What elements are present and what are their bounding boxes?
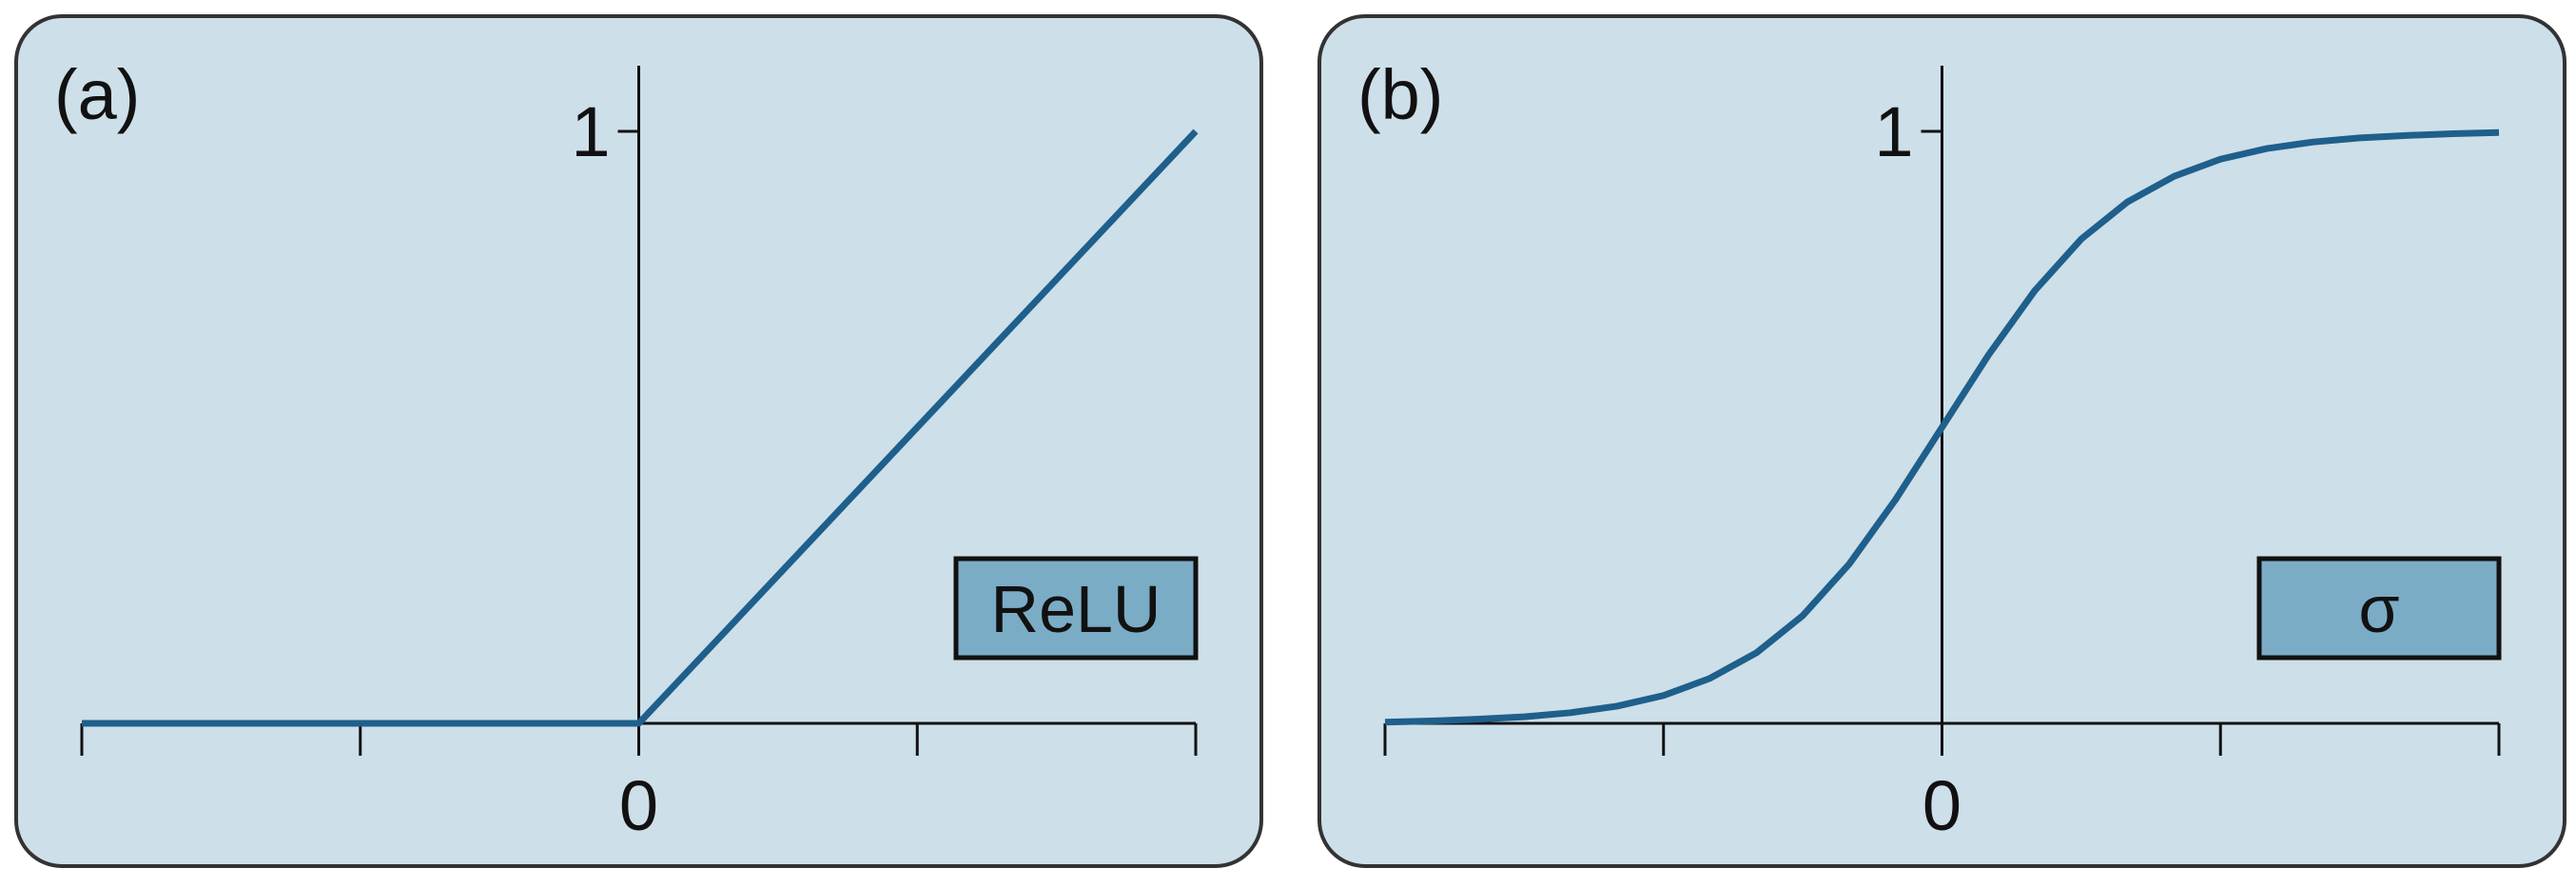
- legend-box: [2256, 556, 2502, 661]
- panel: (b) 0 1 σ: [1317, 14, 2566, 868]
- panel-title: (a): [54, 55, 140, 134]
- y-tick-label: 1: [1874, 92, 1913, 171]
- x-tick-label: 0: [619, 766, 658, 845]
- legend-label: ReLU: [991, 572, 1161, 646]
- y-tick-label: 1: [571, 92, 610, 171]
- legend-box: [953, 556, 1199, 661]
- x-tick-label: 0: [1922, 766, 1961, 845]
- panel-title: (b): [1357, 55, 1443, 134]
- panel: (a) 0 1 ReLU: [14, 14, 1263, 868]
- data-line: [82, 128, 1199, 727]
- legend-label: σ: [2358, 572, 2399, 646]
- data-line: [1384, 128, 2500, 726]
